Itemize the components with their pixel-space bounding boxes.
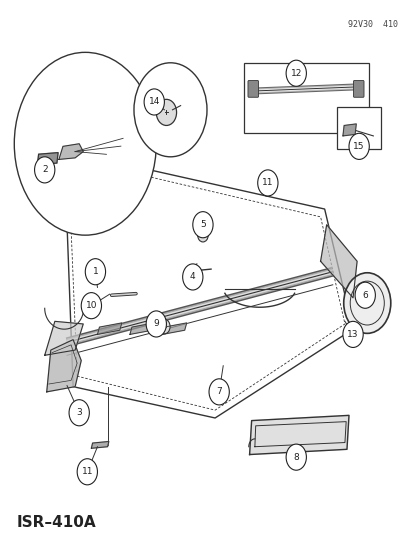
Circle shape	[285, 60, 306, 86]
Circle shape	[285, 444, 306, 470]
Polygon shape	[320, 225, 356, 298]
Text: 8: 8	[293, 453, 299, 462]
Text: 6: 6	[361, 290, 367, 300]
Text: 7: 7	[216, 387, 221, 397]
Polygon shape	[130, 323, 154, 334]
Polygon shape	[162, 323, 186, 334]
Circle shape	[182, 264, 202, 290]
FancyBboxPatch shape	[353, 80, 363, 97]
Text: 11: 11	[81, 467, 93, 477]
Text: 9: 9	[153, 319, 159, 328]
Circle shape	[14, 52, 156, 235]
Text: 11: 11	[261, 179, 273, 188]
Circle shape	[343, 273, 390, 333]
Text: 92V30  410: 92V30 410	[347, 20, 397, 29]
Polygon shape	[47, 340, 81, 392]
Bar	[243, 63, 368, 133]
Polygon shape	[97, 323, 121, 334]
Circle shape	[209, 379, 229, 405]
Circle shape	[348, 133, 368, 159]
Text: 2: 2	[42, 165, 47, 174]
Text: 14: 14	[148, 98, 159, 107]
Text: 12: 12	[290, 69, 301, 78]
Bar	[336, 107, 380, 149]
Circle shape	[134, 63, 206, 157]
Circle shape	[354, 282, 375, 308]
Text: 4: 4	[190, 272, 195, 281]
Circle shape	[192, 212, 213, 238]
FancyBboxPatch shape	[247, 80, 258, 97]
Text: 1: 1	[93, 267, 98, 276]
Text: ISR–410A: ISR–410A	[16, 515, 96, 530]
Polygon shape	[59, 144, 83, 159]
Polygon shape	[91, 441, 109, 448]
Circle shape	[257, 170, 278, 196]
Circle shape	[77, 459, 97, 485]
Circle shape	[146, 311, 166, 337]
Circle shape	[81, 293, 101, 319]
Text: 13: 13	[347, 330, 358, 339]
Circle shape	[35, 157, 55, 183]
Circle shape	[342, 321, 362, 348]
Polygon shape	[37, 152, 58, 165]
Circle shape	[197, 228, 208, 242]
Text: 3: 3	[76, 408, 82, 417]
Circle shape	[158, 319, 170, 334]
Circle shape	[69, 400, 89, 426]
Circle shape	[156, 99, 176, 125]
Text: 15: 15	[353, 142, 364, 151]
Text: 5: 5	[199, 220, 205, 229]
Polygon shape	[342, 124, 356, 136]
Polygon shape	[45, 321, 83, 356]
Circle shape	[144, 89, 164, 115]
Text: 10: 10	[85, 301, 97, 310]
Circle shape	[85, 259, 105, 285]
Polygon shape	[249, 415, 348, 455]
Circle shape	[261, 182, 272, 196]
